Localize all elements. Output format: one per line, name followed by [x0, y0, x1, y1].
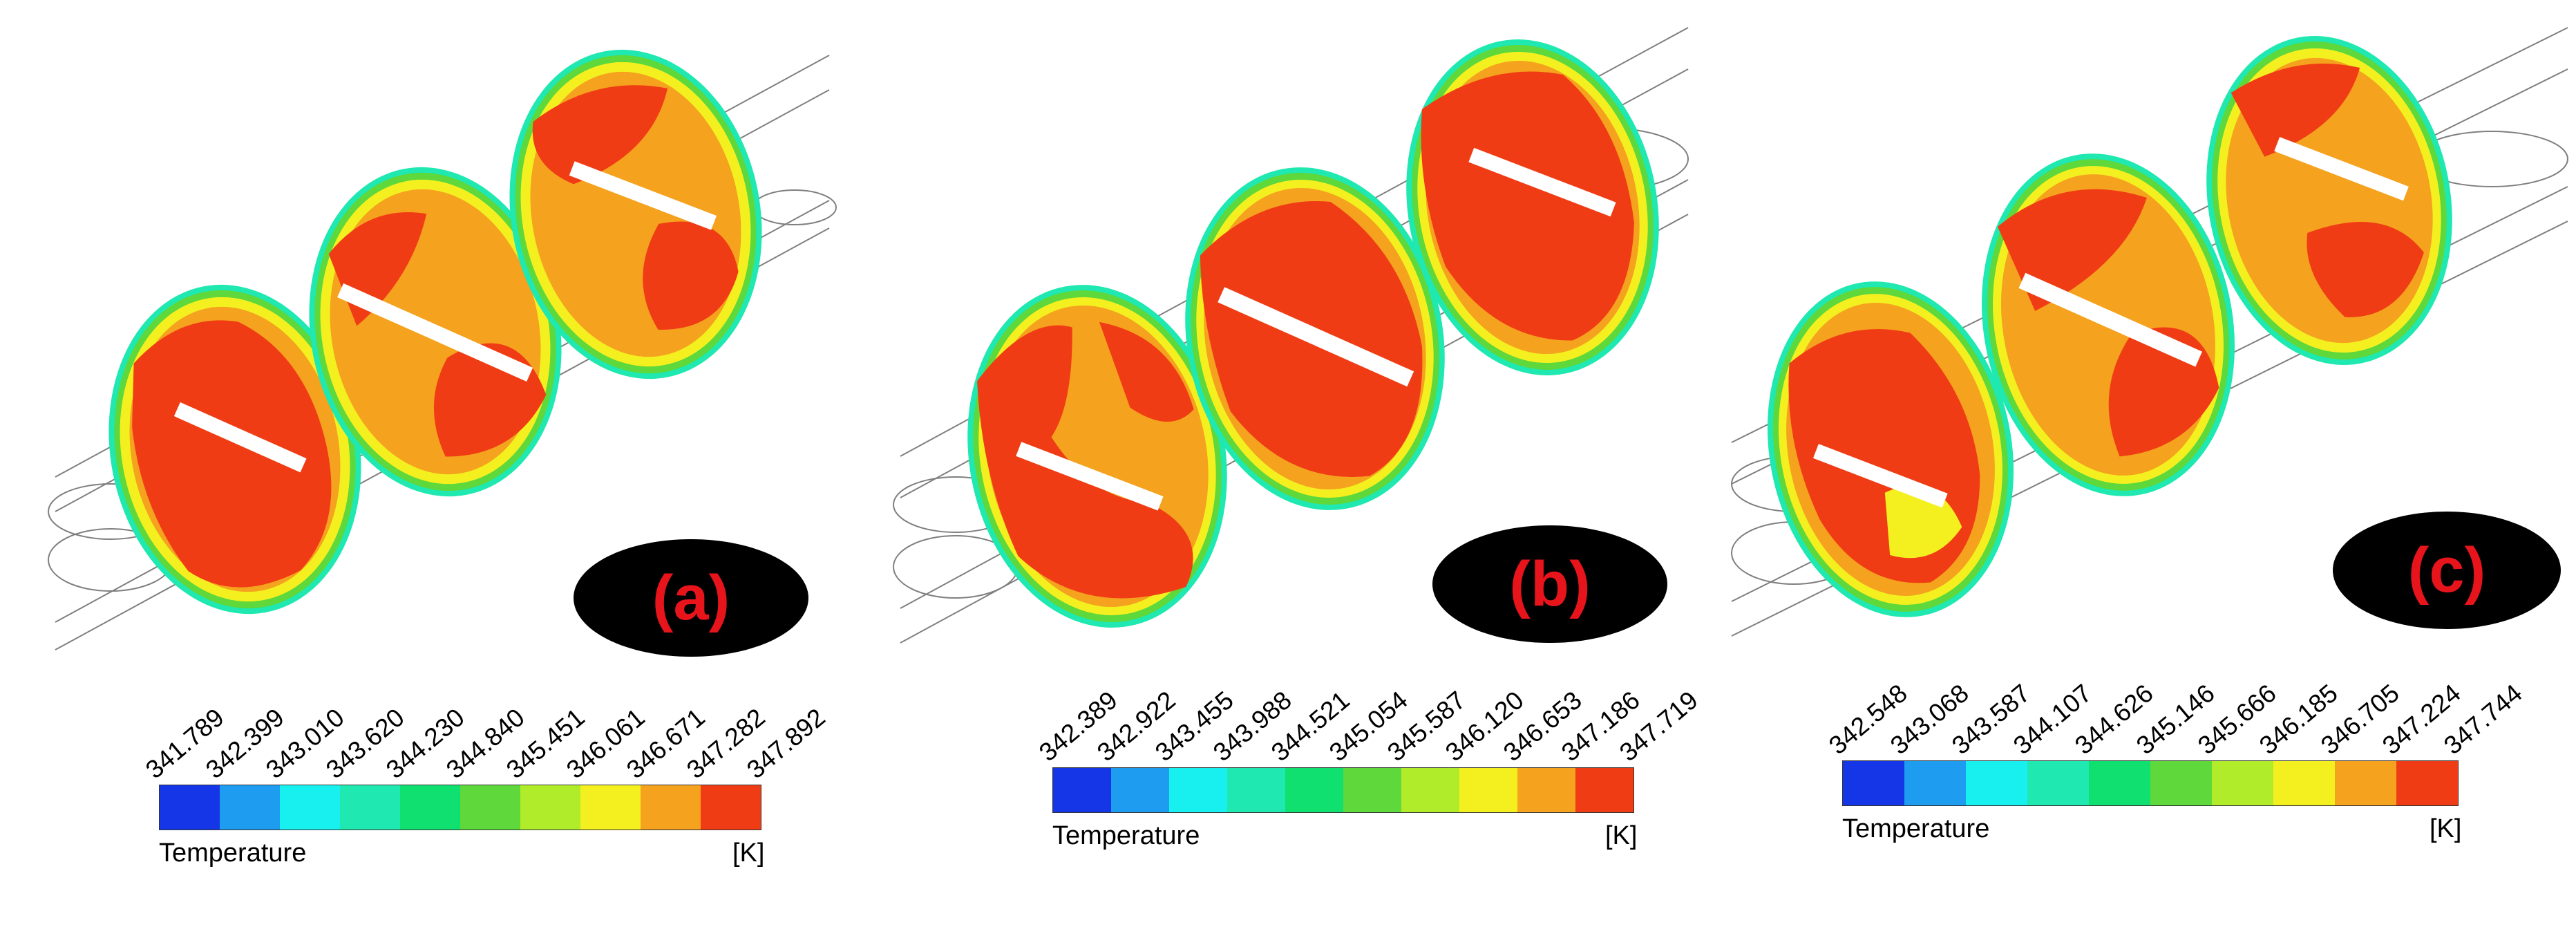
legend-unit: [K] — [732, 839, 765, 868]
panel-label-badge: (c) — [2333, 512, 2561, 629]
colorbar-swatch — [1227, 768, 1285, 812]
legend-quantity: Temperature — [159, 839, 307, 868]
temperature-legend: 342.389 342.922 343.455 343.988 344.521 … — [1034, 664, 1703, 871]
disk-2 — [1185, 167, 1445, 510]
legend-unit: [K] — [1605, 821, 1638, 850]
colorbar-swatch — [2027, 761, 2089, 805]
colorbar-swatch — [280, 785, 340, 830]
legend-ticks: 342.548 343.068 343.587 344.107 344.626 … — [1824, 657, 2528, 760]
colorbar-swatch — [2335, 761, 2396, 805]
panel-c: (c) 342.548 343.068 343.587 344.107 344.… — [1718, 0, 2576, 927]
colorbar-swatch — [1843, 761, 1904, 805]
contour-scene-c — [1731, 27, 2568, 637]
panel-a: (a) 341.789 342.399 343.010 343.620 344.… — [0, 0, 858, 927]
panel-label-badge: (b) — [1432, 525, 1667, 643]
disk-3 — [509, 49, 762, 380]
colorbar-swatch — [2212, 761, 2273, 805]
colorbar-swatch — [2150, 761, 2212, 805]
legend-quantity: Temperature — [1052, 821, 1200, 850]
colorbar-swatch — [2396, 761, 2458, 805]
colorbar-swatch — [641, 785, 701, 830]
panel-label-badge: (a) — [574, 539, 808, 657]
colorbar-swatch — [1053, 768, 1111, 812]
contour-scene-a — [48, 49, 837, 650]
colorbar — [1052, 767, 1634, 813]
colorbar-swatch — [701, 785, 761, 830]
disk-3 — [1406, 39, 1659, 375]
colorbar — [1842, 760, 2459, 806]
colorbar-swatch — [160, 785, 220, 830]
colorbar-swatch — [1517, 768, 1575, 812]
legend-unit: [K] — [2430, 814, 2462, 843]
colorbar-swatch — [400, 785, 460, 830]
disk-1 — [108, 284, 361, 615]
legend-ticks: 341.789 342.399 343.010 343.620 344.230 … — [140, 681, 831, 785]
colorbar — [159, 785, 761, 830]
legend-ticks: 342.389 342.922 343.455 343.988 344.521 … — [1034, 664, 1703, 767]
colorbar-swatch — [2089, 761, 2150, 805]
disk-1 — [1767, 281, 2014, 617]
disk-3 — [2206, 36, 2452, 365]
temperature-legend: 341.789 342.399 343.010 343.620 344.230 … — [140, 681, 831, 888]
colorbar-swatch — [1111, 768, 1169, 812]
panel-b: (b) 342.389 342.922 343.455 343.988 344.… — [859, 0, 1717, 927]
colorbar-swatch — [1575, 768, 1633, 812]
colorbar-swatch — [460, 785, 520, 830]
colorbar-swatch — [1285, 768, 1343, 812]
disk-2 — [1981, 153, 2235, 496]
panel-label: (b) — [1509, 548, 1591, 619]
disk-2 — [309, 167, 562, 497]
colorbar-swatch — [1459, 768, 1517, 812]
colorbar-swatch — [340, 785, 400, 830]
colorbar-swatch — [220, 785, 280, 830]
colorbar-swatch — [1401, 768, 1459, 812]
colorbar-swatch — [1966, 761, 2027, 805]
colorbar-swatch — [1343, 768, 1401, 812]
colorbar-swatch — [2273, 761, 2335, 805]
colorbar-swatch — [520, 785, 580, 830]
colorbar-swatch — [1169, 768, 1227, 812]
legend-quantity: Temperature — [1842, 814, 1990, 843]
panel-label: (a) — [652, 562, 730, 633]
disk-1 — [967, 285, 1227, 628]
panel-label: (c) — [2407, 534, 2486, 606]
colorbar-swatch — [1904, 761, 1966, 805]
contour-scene-b — [893, 27, 1689, 644]
temperature-legend: 342.548 343.068 343.587 344.107 344.626 … — [1824, 657, 2528, 864]
colorbar-swatch — [580, 785, 641, 830]
